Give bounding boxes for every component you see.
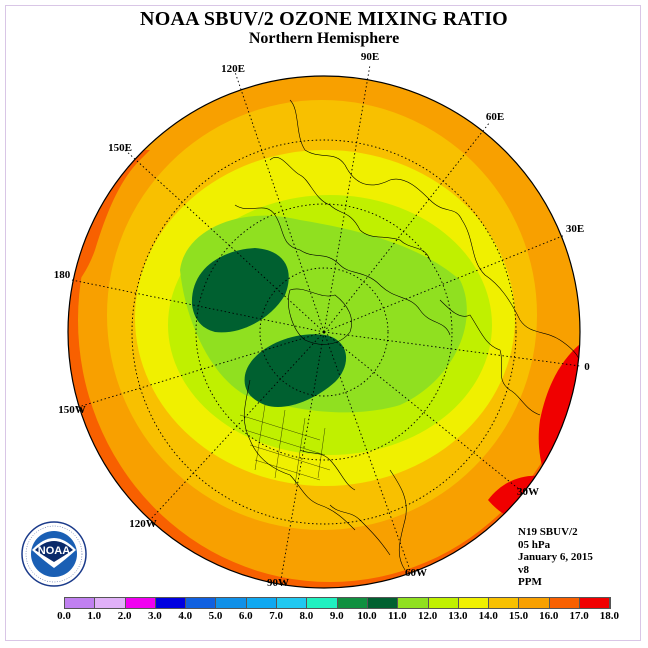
colorbar [64,597,612,609]
colorbar-tick-label: 9.0 [329,610,344,622]
lon-label-30w: 30W [517,486,539,498]
logo-text: NOAA [38,545,70,557]
colorbar-segment [398,598,429,608]
colorbar-segment [125,598,156,608]
colorbar-tick-label: 12.0 [417,610,438,622]
colorbar-tick-label: 11.0 [387,610,407,622]
colorbar-tick-label: 13.0 [448,610,468,622]
graticule [71,64,581,586]
version-label: v8 [518,563,529,576]
maximum-west [191,248,289,333]
colorbar-segment [458,598,490,608]
lon-label-150w: 150W [58,404,86,416]
state-borders [239,404,331,486]
colorbar-segment [428,598,459,608]
page-subtitle: Northern Hemisphere [248,30,400,47]
figure-frame [5,5,641,641]
colorbar-tick-label: 14.0 [478,610,498,622]
lon-label-120w: 120W [129,518,157,530]
lon-label-0: 0 [584,361,590,373]
colorbar-segment [519,598,550,608]
colorbar-tick-label: 1.0 [87,610,102,622]
colorbar-segment [95,598,126,608]
lon-label-60e: 60E [486,111,504,123]
colorbar-segment [155,598,187,608]
lon-label-60w: 60W [405,567,427,579]
colorbar-tick-label: 15.0 [508,610,529,622]
lon-label-150e: 150E [108,142,132,154]
colorbar-tick-label: 10.0 [357,610,377,622]
colorbar-tick-label: 8.0 [299,610,314,622]
colorbar-segment [307,598,338,608]
map-boundary [67,75,581,589]
colorbar-ticks: 0.0 1.0 2.0 3.0 4.0 5.0 6.0 7.0 8.0 9.0 10.0 11.0 12… [50,610,619,624]
colorbar-segment [337,598,368,608]
lon-label-90w: 90W [267,577,289,589]
colorbar-tick-label: 7.0 [269,610,283,622]
lon-label-120e: 120E [221,63,245,75]
noaa-logo: NOAA [20,520,88,593]
longitude-labels: 90E 60E 30E 0 30W 60W 90W 120W 150W 180 150E 120E [54,51,591,589]
colorbar-tick-label: 6.0 [238,610,253,622]
lon-label-180: 180 [54,269,71,281]
colorbar-segment [216,598,247,608]
lon-label-90e: 90E [361,51,379,63]
colorbar-segment [246,598,278,608]
colorbar-tick-label: 0.0 [57,610,71,622]
colorbar-segment [367,598,399,608]
coastlines [234,99,580,571]
info-block: N19 SBUV/2 05 hPa January 6, 2015 v8 PPM [518,526,593,589]
colorbar-segment [549,598,581,608]
units-label: PPM [518,576,542,588]
colorbar-segment [186,598,217,608]
page-title: NOAA SBUV/2 OZONE MIXING RATIO [140,8,508,30]
colorbar-segment [489,598,520,608]
ozone-field [68,76,580,588]
colorbar-tick-label: 17.0 [569,610,589,622]
colorbar-segment [65,598,96,608]
colorbar-tick-label: 5.0 [208,610,223,622]
lon-label-30e: 30E [566,223,584,235]
colorbar-tick-label: 3.0 [148,610,162,622]
date-label: January 6, 2015 [518,551,593,563]
colorbar-tick-label: 4.0 [178,610,193,622]
satellite-label: N19 SBUV/2 [518,526,578,538]
colorbar-tick-label: 16.0 [539,610,559,622]
colorbar-tick-label: 2.0 [117,610,132,622]
colorbar-segment [580,598,611,608]
pressure-label: 05 hPa [518,538,551,551]
colorbar-segment [277,598,308,608]
colorbar-tick-label: 18.0 [599,610,620,622]
